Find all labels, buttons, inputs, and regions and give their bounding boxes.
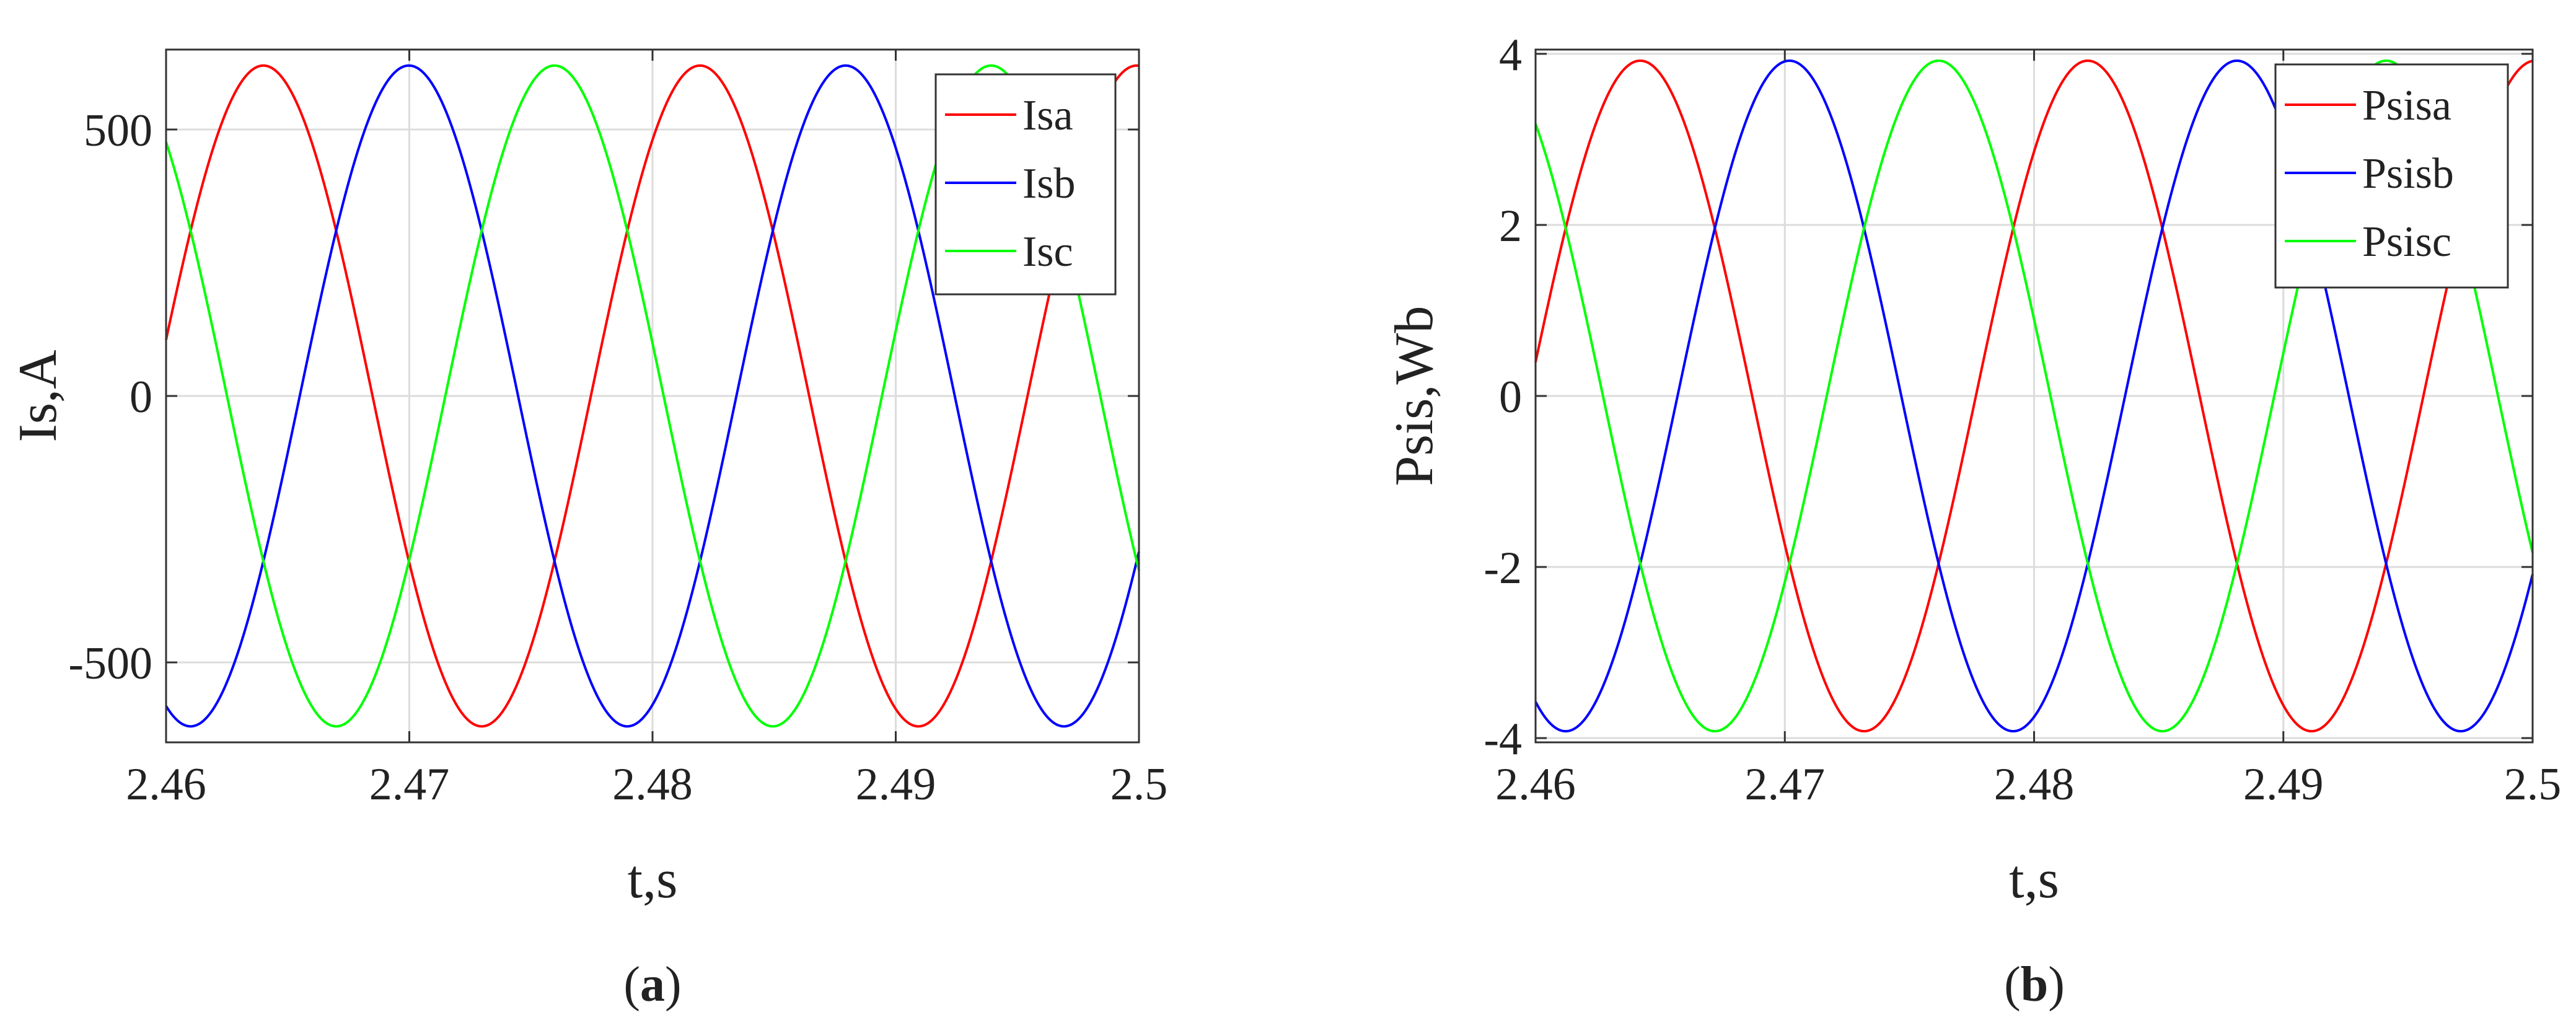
x-tick-label: 2.5 (1110, 759, 1168, 810)
legend-label-psisa: Psisa (2362, 82, 2451, 130)
y-tick-label: -2 (1484, 543, 1522, 594)
x-tick-label: 2.5 (2504, 759, 2562, 810)
y-axis-label: Psis,Wb (1384, 306, 1444, 486)
legend: Isa Isb Isc (934, 73, 1117, 296)
legend-label-isc: Isc (1022, 228, 1073, 276)
x-tick-label: 2.47 (1745, 759, 1826, 810)
legend-label-isb: Isb (1022, 160, 1076, 208)
legend: Psisa Psisb Psisc (2274, 63, 2509, 289)
y-tick-label: -500 (68, 638, 152, 689)
chart-panel-a: 2.46 2.47 2.48 2.49 2.5 500 0 -500 t,s Is,A Isa Isb… (8, 48, 1168, 1012)
x-tick-label: 2.46 (126, 759, 206, 810)
legend-label-isa: Isa (1022, 92, 1073, 139)
caption-close: ) (2048, 957, 2065, 1012)
chart-panel-b: 2.46 2.47 2.48 2.49 2.5 4 2 0 -2 -4 t,s Psis,Wb Psis… (1384, 30, 2561, 1012)
x-axis-label: t,s (628, 850, 678, 910)
y-tick-label: 500 (84, 105, 152, 156)
x-tick-label: 2.49 (856, 759, 936, 810)
series-line-isa (165, 64, 1140, 728)
x-tick-label: 2.47 (369, 759, 450, 810)
y-tick-label: 2 (1499, 201, 1522, 252)
legend-box (934, 73, 1117, 296)
caption-letter: b (2021, 957, 2049, 1012)
caption-open: ( (2004, 957, 2021, 1012)
series-line-isc (165, 64, 1140, 728)
panel-caption: (a) (623, 957, 681, 1012)
y-tick-label: 4 (1499, 30, 1522, 81)
caption-letter: a (640, 957, 665, 1012)
y-tick-label: -4 (1484, 714, 1522, 765)
grid (166, 50, 1139, 742)
x-tick-label: 2.49 (2243, 759, 2324, 810)
legend-label-psisb: Psisb (2362, 150, 2454, 198)
y-tick-label: 0 (130, 372, 152, 423)
x-tick-label: 2.46 (1495, 759, 1576, 810)
series-line-isb (165, 64, 1140, 728)
x-tick-label: 2.48 (612, 759, 693, 810)
y-axis-label: Is,A (8, 349, 68, 442)
x-axis-label: t,s (2009, 850, 2059, 910)
panel-caption: (b) (2004, 957, 2065, 1012)
x-tick-label: 2.48 (1994, 759, 2075, 810)
legend-box (2274, 63, 2509, 289)
caption-close: ) (665, 957, 682, 1012)
caption-open: ( (623, 957, 640, 1012)
series-line-psisb (1534, 59, 2534, 733)
legend-label-psisc: Psisc (2362, 218, 2451, 266)
series-line-psisa (1534, 59, 2533, 733)
y-tick-label: 0 (1499, 372, 1522, 423)
